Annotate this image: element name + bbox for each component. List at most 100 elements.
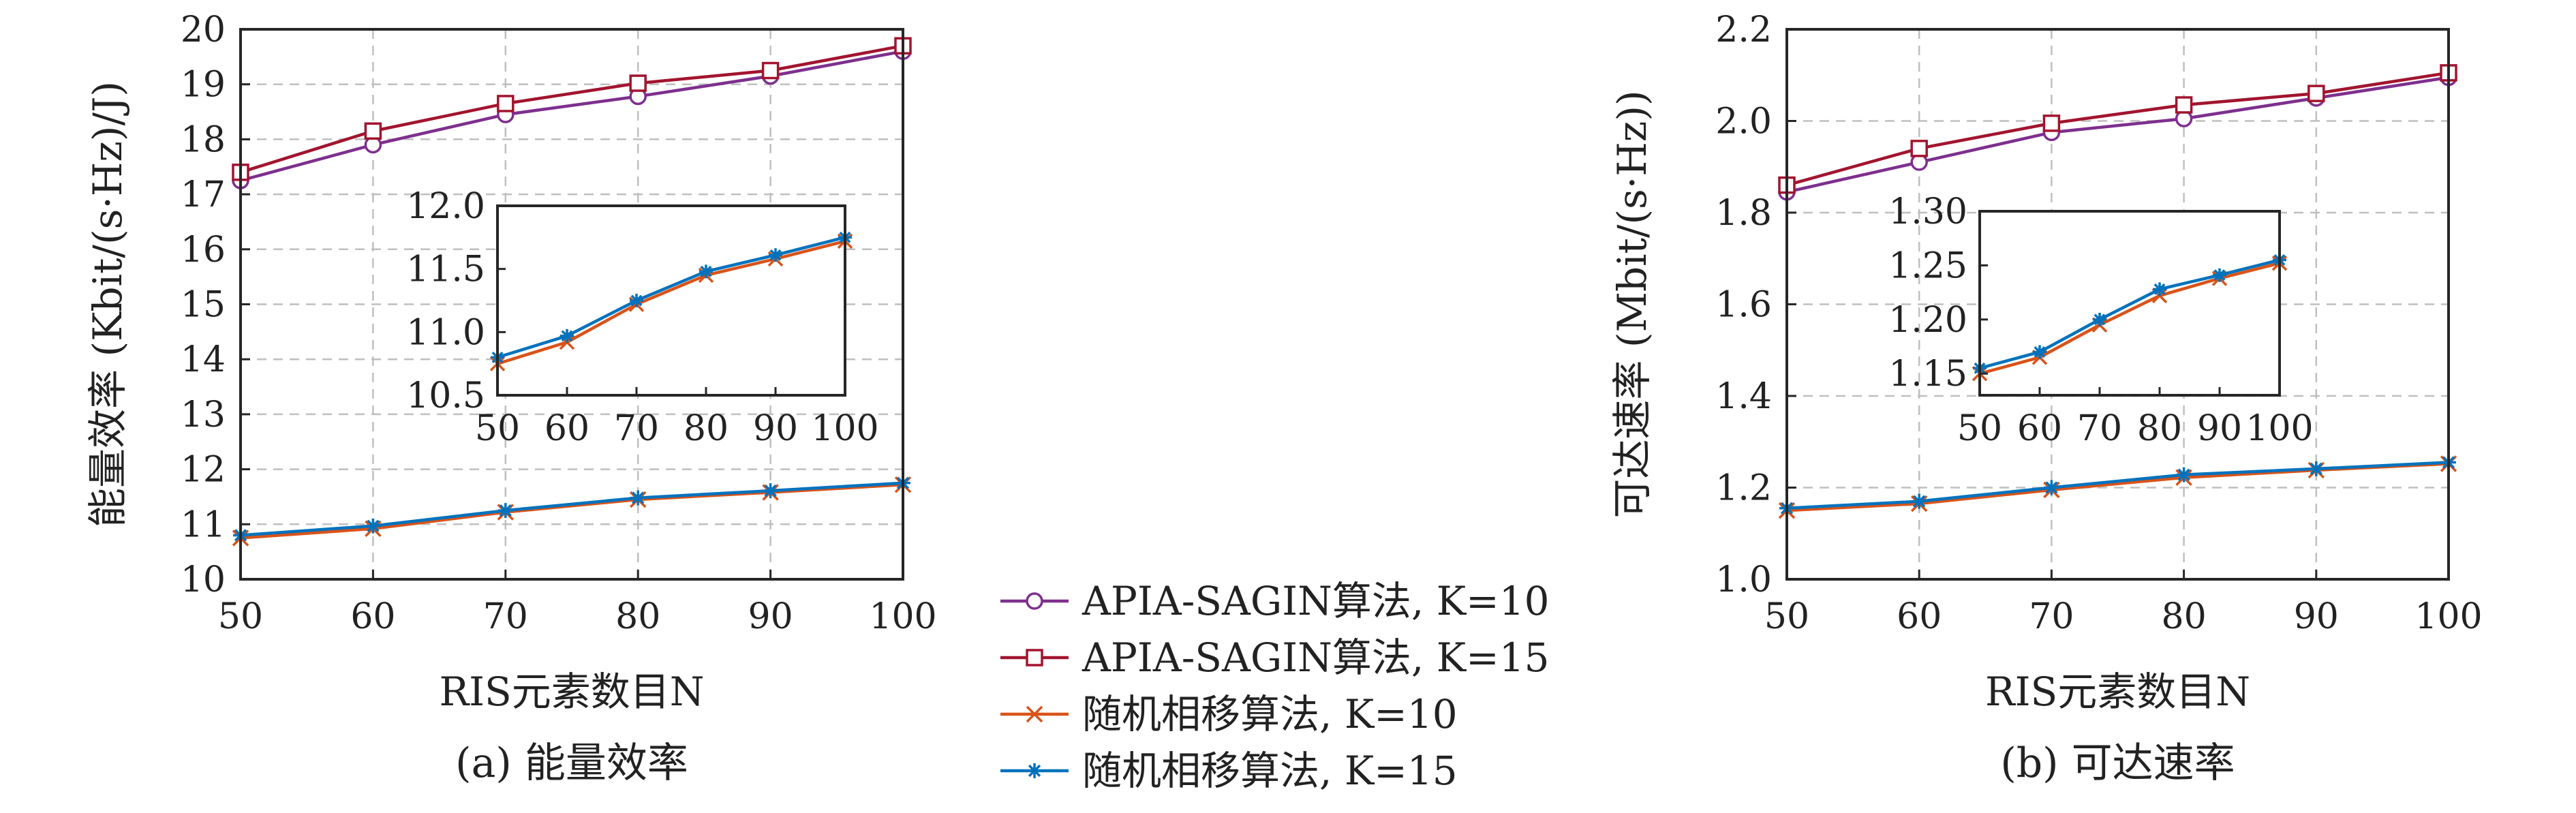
x-axis-label: RIS元素数目N: [439, 669, 704, 715]
inset-data-point: [2093, 312, 2106, 326]
y-tick-label: 1.8: [1715, 193, 1772, 234]
y-tick-label: 2.2: [1715, 10, 1772, 50]
data-point: [629, 74, 647, 92]
data-point: [763, 483, 778, 499]
inset-frame: [496, 204, 846, 397]
y-axis-label: 可达速率 (Mbit/(s·Hz)): [1609, 90, 1655, 518]
legend-entry: 随机相移算法, K=10: [1000, 691, 1458, 737]
y-tick-label: 1.6: [1715, 285, 1772, 326]
series-path: [240, 50, 904, 183]
legend-label: 随机相移算法, K=15: [1082, 748, 1458, 794]
inset-data-point: [560, 328, 574, 343]
data-point: [497, 95, 515, 112]
legend-label: APIA-SAGIN算法, K=15: [1082, 634, 1550, 681]
inset-frame: [1978, 210, 2281, 397]
data-point: [2176, 467, 2192, 482]
inset-x-tick-label: 50: [475, 408, 520, 449]
inset-x-tick-label: 100: [2245, 408, 2313, 449]
legend: APIA-SAGIN算法, K=10 APIA-SAGIN算法, K=15 随机相移…: [1000, 578, 1550, 794]
inset-chart: 50 60 70 80 90 100 10.5 11.0 11.5 12.0: [406, 186, 878, 449]
inset-y-tick-label: 1.30: [1888, 191, 1967, 232]
data-point: [2175, 96, 2193, 114]
x-tick-label: 50: [1764, 596, 1809, 637]
inset-data-point: [630, 294, 643, 307]
legend-marker: [1027, 763, 1042, 778]
inset-series-path: [497, 236, 846, 359]
data-point: [2044, 480, 2059, 495]
series-path: [1786, 76, 2449, 194]
inset-x-tick-label: 90: [2197, 408, 2242, 449]
y-tick-label: 11: [181, 504, 226, 545]
series-line: [1778, 68, 2457, 201]
data-point: [630, 490, 646, 506]
data-point: [2307, 85, 2325, 102]
data-point: [2042, 114, 2061, 132]
inset-x-tick-label: 80: [2137, 408, 2182, 449]
y-tick-label: 2.0: [1715, 102, 1772, 142]
series-path: [1786, 461, 2449, 510]
y-tick-label: 19: [181, 65, 226, 106]
series-path: [240, 481, 904, 537]
series-path: [240, 44, 904, 174]
x-tick-label: 80: [2162, 596, 2207, 637]
data-point: [497, 503, 513, 519]
series-line: [232, 37, 912, 181]
inset-x-tick-label: 90: [753, 408, 798, 449]
inset-y-tick-label: 12.0: [406, 186, 485, 227]
x-tick-label: 100: [869, 596, 936, 637]
y-tick-label: 18: [181, 119, 226, 160]
x-tick-label: 100: [2414, 596, 2482, 637]
inset-x-tick-label: 60: [2017, 408, 2062, 449]
inset-data-point: [699, 264, 713, 279]
inset-y-tick-label: 11.0: [406, 312, 485, 353]
data-point: [2308, 461, 2324, 476]
legend-marker: [1026, 705, 1043, 723]
inset-series-path: [497, 239, 846, 365]
chart-panel-1: 50 60 70 80 90 100 10 11 12 13 14 15 16 17 18 19 20 RIS元素…: [85, 10, 937, 787]
inset-y-tick-label: 11.5: [406, 249, 485, 290]
y-tick-label: 15: [181, 285, 226, 326]
x-tick-label: 70: [483, 596, 528, 637]
inset-data-point: [2213, 268, 2226, 282]
legend-entry: 随机相移算法, K=15: [1000, 748, 1458, 794]
x-tick-label: 60: [350, 596, 395, 637]
y-tick-label: 10: [181, 559, 226, 600]
inset-x-tick-label: 80: [684, 408, 729, 449]
legend-label: APIA-SAGIN算法, K=10: [1082, 578, 1550, 624]
inset-x-tick-label: 100: [811, 408, 878, 449]
data-point: [1910, 140, 1928, 157]
x-tick-label: 50: [218, 596, 263, 637]
inset-y-tick-label: 1.15: [1888, 354, 1967, 395]
y-tick-label: 13: [181, 395, 226, 435]
series-path: [1786, 71, 2449, 187]
inset-y-tick-label: 10.5: [406, 375, 485, 416]
inset-y-tick-label: 1.25: [1888, 245, 1967, 286]
series-line: [232, 42, 912, 189]
x-tick-label: 90: [2294, 596, 2339, 637]
inset-data-point: [769, 248, 782, 262]
y-tick-label: 17: [181, 174, 226, 215]
inset-x-tick-label: 70: [614, 408, 659, 449]
y-tick-label: 14: [181, 339, 226, 380]
legend-entry: APIA-SAGIN算法, K=10: [1000, 578, 1550, 624]
inset-x-tick-label: 50: [1957, 408, 2002, 449]
x-tick-label: 70: [2029, 596, 2074, 637]
inset-background: [497, 206, 845, 395]
panel-caption: (b) 可达速率: [2000, 739, 2235, 787]
legend-marker: [1026, 592, 1043, 610]
data-point: [365, 518, 381, 534]
inset-y-tick-label: 1.20: [1888, 300, 1967, 341]
inset-series-path: [1979, 262, 2280, 375]
x-tick-label: 80: [615, 596, 660, 637]
inset-data-point: [2153, 282, 2166, 296]
y-tick-label: 1.2: [1715, 468, 1772, 509]
legend-marker: [1026, 649, 1043, 666]
series-path: [240, 482, 904, 540]
data-point: [1912, 493, 1927, 509]
inset-series-path: [1979, 258, 2280, 370]
chart-panel-2: 50 60 70 80 90 1001.01.21.41.61.82.02.2RIS元素数…: [1609, 10, 2483, 787]
x-axis-label: RIS元素数目N: [1985, 669, 2250, 715]
y-tick-label: 16: [181, 230, 226, 271]
inset-data-point: [2033, 345, 2046, 359]
